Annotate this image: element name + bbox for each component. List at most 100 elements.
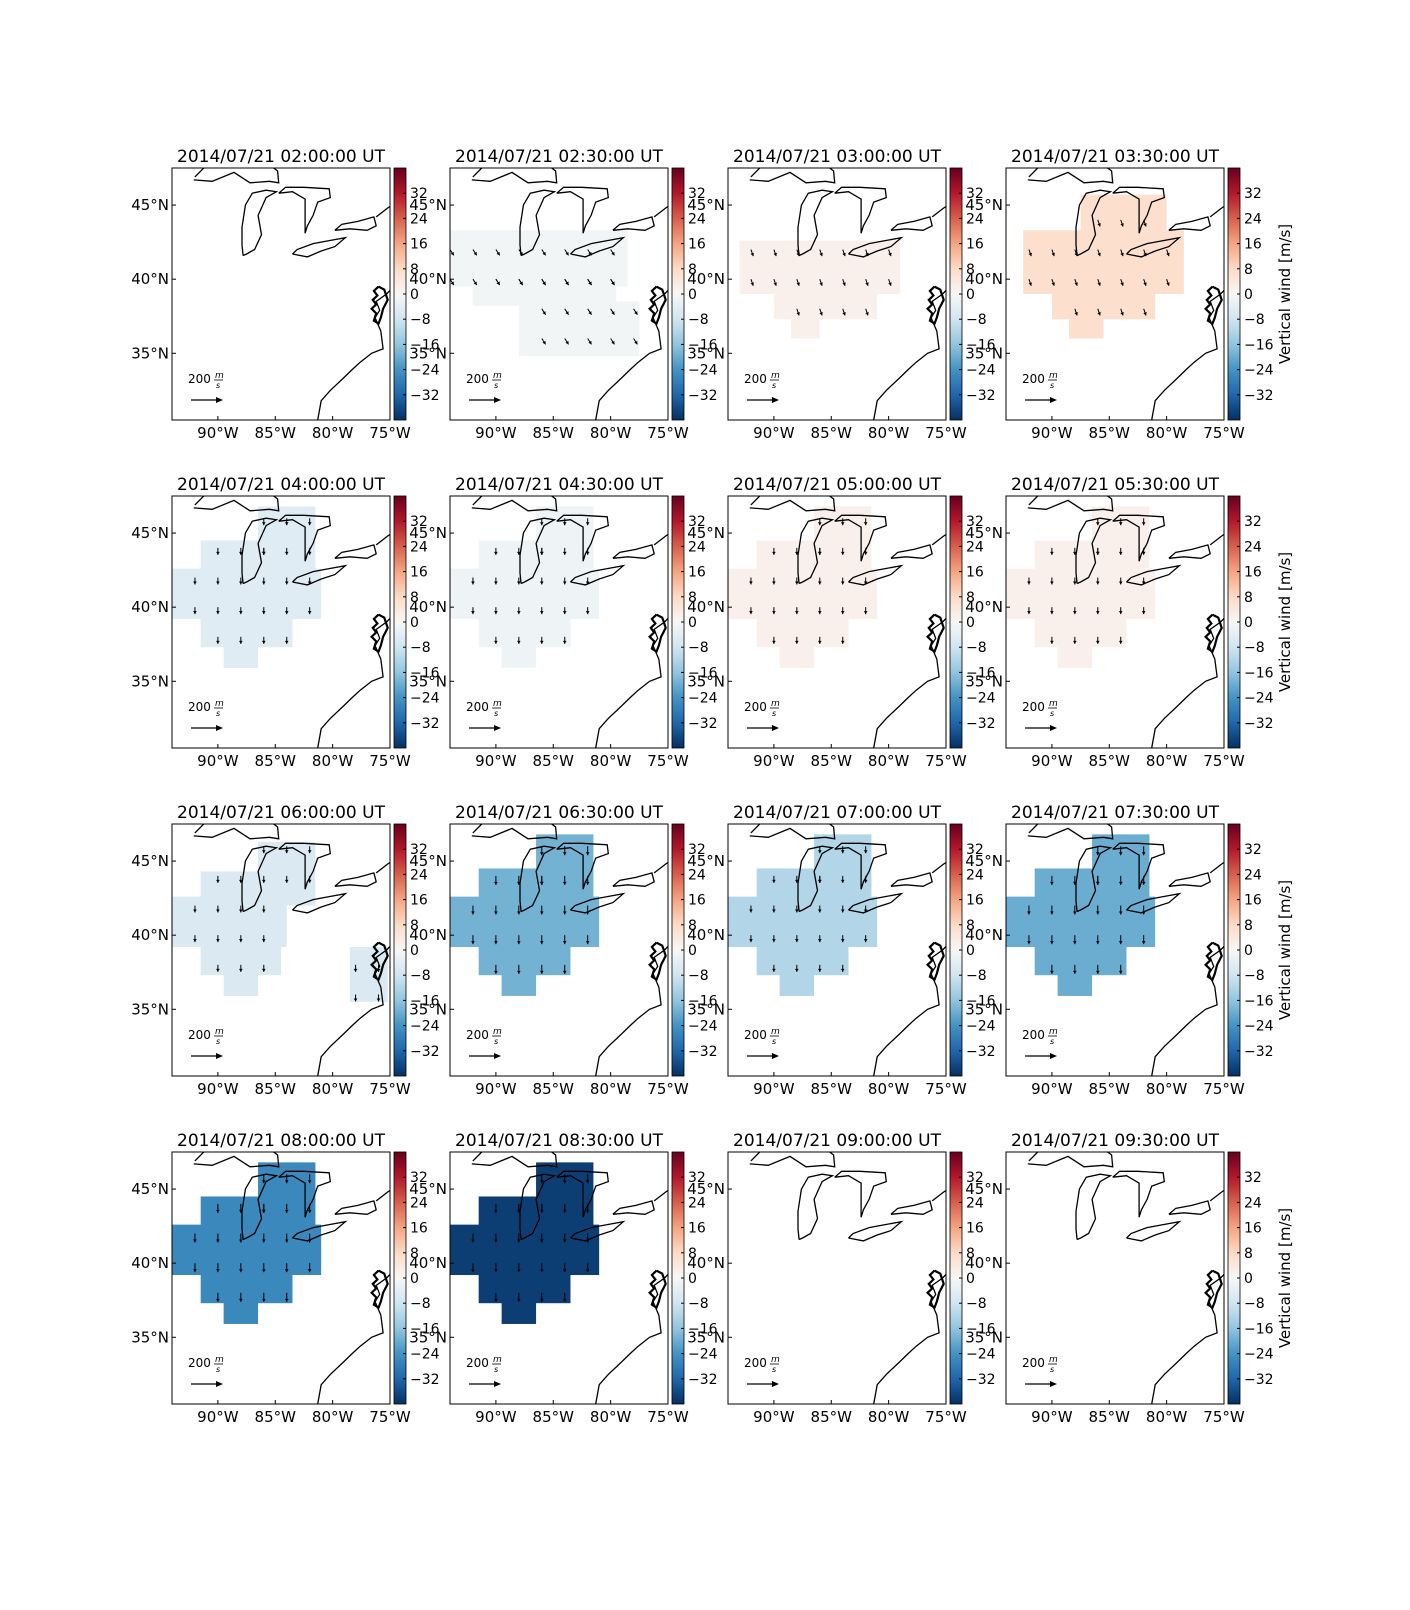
wind-arrowhead (261, 1239, 266, 1243)
great-lake-outline (334, 872, 377, 887)
chesapeake-coastline (370, 285, 389, 326)
wind-arrowhead (634, 311, 638, 315)
lat-tick-label-overlap: 45°N (965, 524, 1003, 542)
wind-arrowhead (817, 909, 822, 913)
great-lake-outline (612, 216, 655, 231)
great-lake-outline (1027, 496, 1114, 512)
lat-tick-label-overlap: 40°N (965, 598, 1003, 616)
wind-arrowhead (539, 911, 544, 915)
colorbar-tick-label: −16 (410, 1321, 440, 1337)
wind-arrowhead (773, 282, 777, 286)
colorbar-label: Vertical wind [m/s] (1276, 552, 1294, 692)
lon-tick-label: 80°W (1146, 424, 1188, 442)
lon-tick-label: 75°W (1203, 1080, 1245, 1098)
wind-arrowhead (1073, 551, 1077, 555)
lon-tick-label: 80°W (868, 424, 910, 442)
st-lawrence-coastline (1209, 1189, 1224, 1202)
wind-arrowhead (239, 581, 243, 585)
panel-title: 2014/07/21 02:00:00 UT (177, 147, 386, 167)
lon-tick-label: 85°W (533, 1080, 575, 1098)
scale-arrow-head (216, 1053, 223, 1059)
wind-arrowhead (1143, 312, 1147, 316)
wind-arrowhead (611, 340, 615, 345)
wind-arrowhead (193, 611, 197, 615)
wind-arrowhead (1095, 881, 1100, 885)
lat-tick-label-overlap: 35°N (687, 672, 725, 690)
wind-arrowhead (795, 611, 799, 615)
great-lake-outline (519, 1173, 557, 1241)
colorbar-tick-label: 8 (688, 262, 697, 278)
colorbar-tick-label: 8 (410, 1246, 419, 1262)
map-panel: 2014/07/21 04:30:00 UT 200 ms 90°W 85°W 80°W 7… (409, 475, 717, 770)
wind-arrowhead (817, 968, 822, 972)
st-lawrence-coastline (653, 861, 668, 874)
colorbar-tick-label: −8 (688, 312, 709, 328)
great-lake-outline (193, 824, 280, 840)
great-lake-outline (334, 216, 377, 231)
lon-tick-label: 85°W (255, 1080, 297, 1098)
scale-arrow-head (494, 397, 501, 403)
panel-title: 2014/07/21 08:30:00 UT (455, 1131, 664, 1151)
great-lake-outline (749, 496, 836, 512)
wind-arrowhead (261, 939, 266, 943)
wind-arrowhead (795, 939, 799, 943)
scale-arrow-head (1050, 725, 1057, 731)
wind-arrowhead (772, 611, 776, 615)
wind-arrowhead (819, 282, 823, 286)
great-lake-outline (292, 564, 348, 586)
great-lake-outline (612, 544, 655, 559)
lon-tick-label: 80°W (312, 424, 354, 442)
colorbar-tick-label: 32 (966, 186, 984, 202)
st-lawrence-coastline (1209, 205, 1224, 218)
wind-arrowhead (494, 581, 498, 585)
wind-arrowhead (307, 879, 312, 883)
colorbar-tick-label: 24 (1244, 211, 1262, 227)
colorbar-tick-label: 8 (1244, 1246, 1253, 1262)
wind-arrowhead (749, 909, 753, 913)
lon-tick-label: 75°W (925, 1408, 967, 1426)
map-area (749, 1152, 946, 1404)
colorbar-tick-label: 32 (1244, 186, 1262, 202)
scale-unit-top: m (215, 1027, 224, 1037)
wind-arrowhead (863, 551, 868, 555)
colorbar-tick-label: −24 (410, 691, 440, 707)
wind-arrowhead (565, 251, 569, 256)
map-frame (449, 495, 669, 749)
wind-arrowhead (863, 850, 868, 854)
wind-arrowhead (562, 970, 567, 974)
scale-unit-top: m (771, 1355, 780, 1365)
great-lake-outline (612, 872, 655, 887)
wind-arrowhead (611, 311, 615, 315)
colorbar-tick-label: 0 (410, 943, 419, 959)
wind-arrowhead (863, 522, 868, 526)
wind-arrowhead (562, 1298, 567, 1302)
lon-tick-label: 85°W (1089, 1080, 1131, 1098)
map-area (450, 824, 668, 1076)
map-area (172, 824, 390, 1076)
great-lake-outline (749, 1152, 836, 1168)
wind-arrowhead (817, 581, 822, 585)
colorbar-tick-label: −32 (1244, 1372, 1274, 1388)
colorbar-tick-label: 8 (966, 1246, 975, 1262)
lon-tick-label: 85°W (533, 424, 575, 442)
lat-tick-label-overlap: 35°N (687, 1328, 725, 1346)
wind-arrowhead (863, 909, 868, 913)
wind-arrowhead (284, 581, 289, 585)
wind-arrowhead (1118, 911, 1123, 915)
lat-tick-label: 35°N (131, 1000, 169, 1018)
colorbar-tick-label: −24 (1244, 1347, 1274, 1363)
scale-unit-top: m (493, 699, 502, 709)
wind-arrowhead (473, 281, 477, 286)
great-lake-outline (292, 236, 348, 258)
colorbar-tick-label: 32 (688, 1170, 706, 1186)
scale-arrow: 200 ms (744, 1355, 780, 1387)
colorbar-tick-label: 32 (410, 514, 428, 530)
lat-tick-label-overlap: 45°N (687, 196, 725, 214)
wind-arrowhead (817, 850, 822, 854)
scale-arrow-label: 200 (466, 372, 489, 386)
lat-tick-label-overlap: 35°N (965, 1000, 1003, 1018)
map-frame (171, 167, 391, 421)
colorbar-tick-label: 8 (410, 590, 419, 606)
colorbar-tick-label: −8 (966, 312, 987, 328)
